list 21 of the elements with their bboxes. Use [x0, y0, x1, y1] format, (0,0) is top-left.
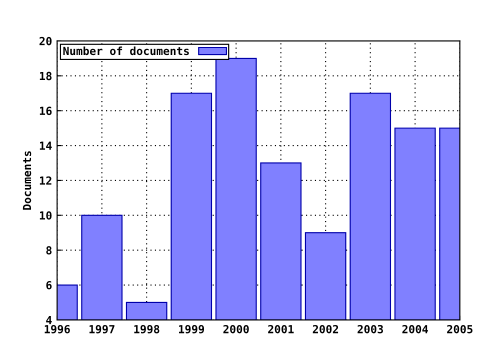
- x-tick-label: 2005: [447, 324, 472, 334]
- y-tick-label: 16: [40, 106, 52, 116]
- y-tick-label: 12: [40, 176, 52, 185]
- y-axis-title: Documents: [22, 151, 32, 210]
- x-tick-label: 1998: [134, 324, 160, 334]
- x-tick-label: 2000: [223, 324, 249, 334]
- x-tick-label: 2003: [358, 324, 384, 334]
- y-tick-label: 20: [40, 36, 52, 46]
- x-tick-label: 1999: [179, 325, 204, 334]
- legend-label: Number of documents: [63, 46, 189, 56]
- y-tick-label: 8: [46, 246, 52, 255]
- x-tick-label: 2002: [312, 324, 338, 334]
- y-tick-label: 18: [40, 72, 52, 80]
- y-tick-label: 4: [46, 316, 52, 324]
- x-tick-label: 1997: [90, 325, 114, 334]
- x-tick-label: 2001: [268, 324, 294, 334]
- x-tick-label: 1996: [44, 324, 70, 334]
- y-tick-label: 14: [40, 142, 52, 150]
- y-tick-label: 10: [40, 211, 52, 220]
- x-tick-label: 2004: [402, 324, 428, 334]
- y-tick-label: 6: [46, 281, 52, 290]
